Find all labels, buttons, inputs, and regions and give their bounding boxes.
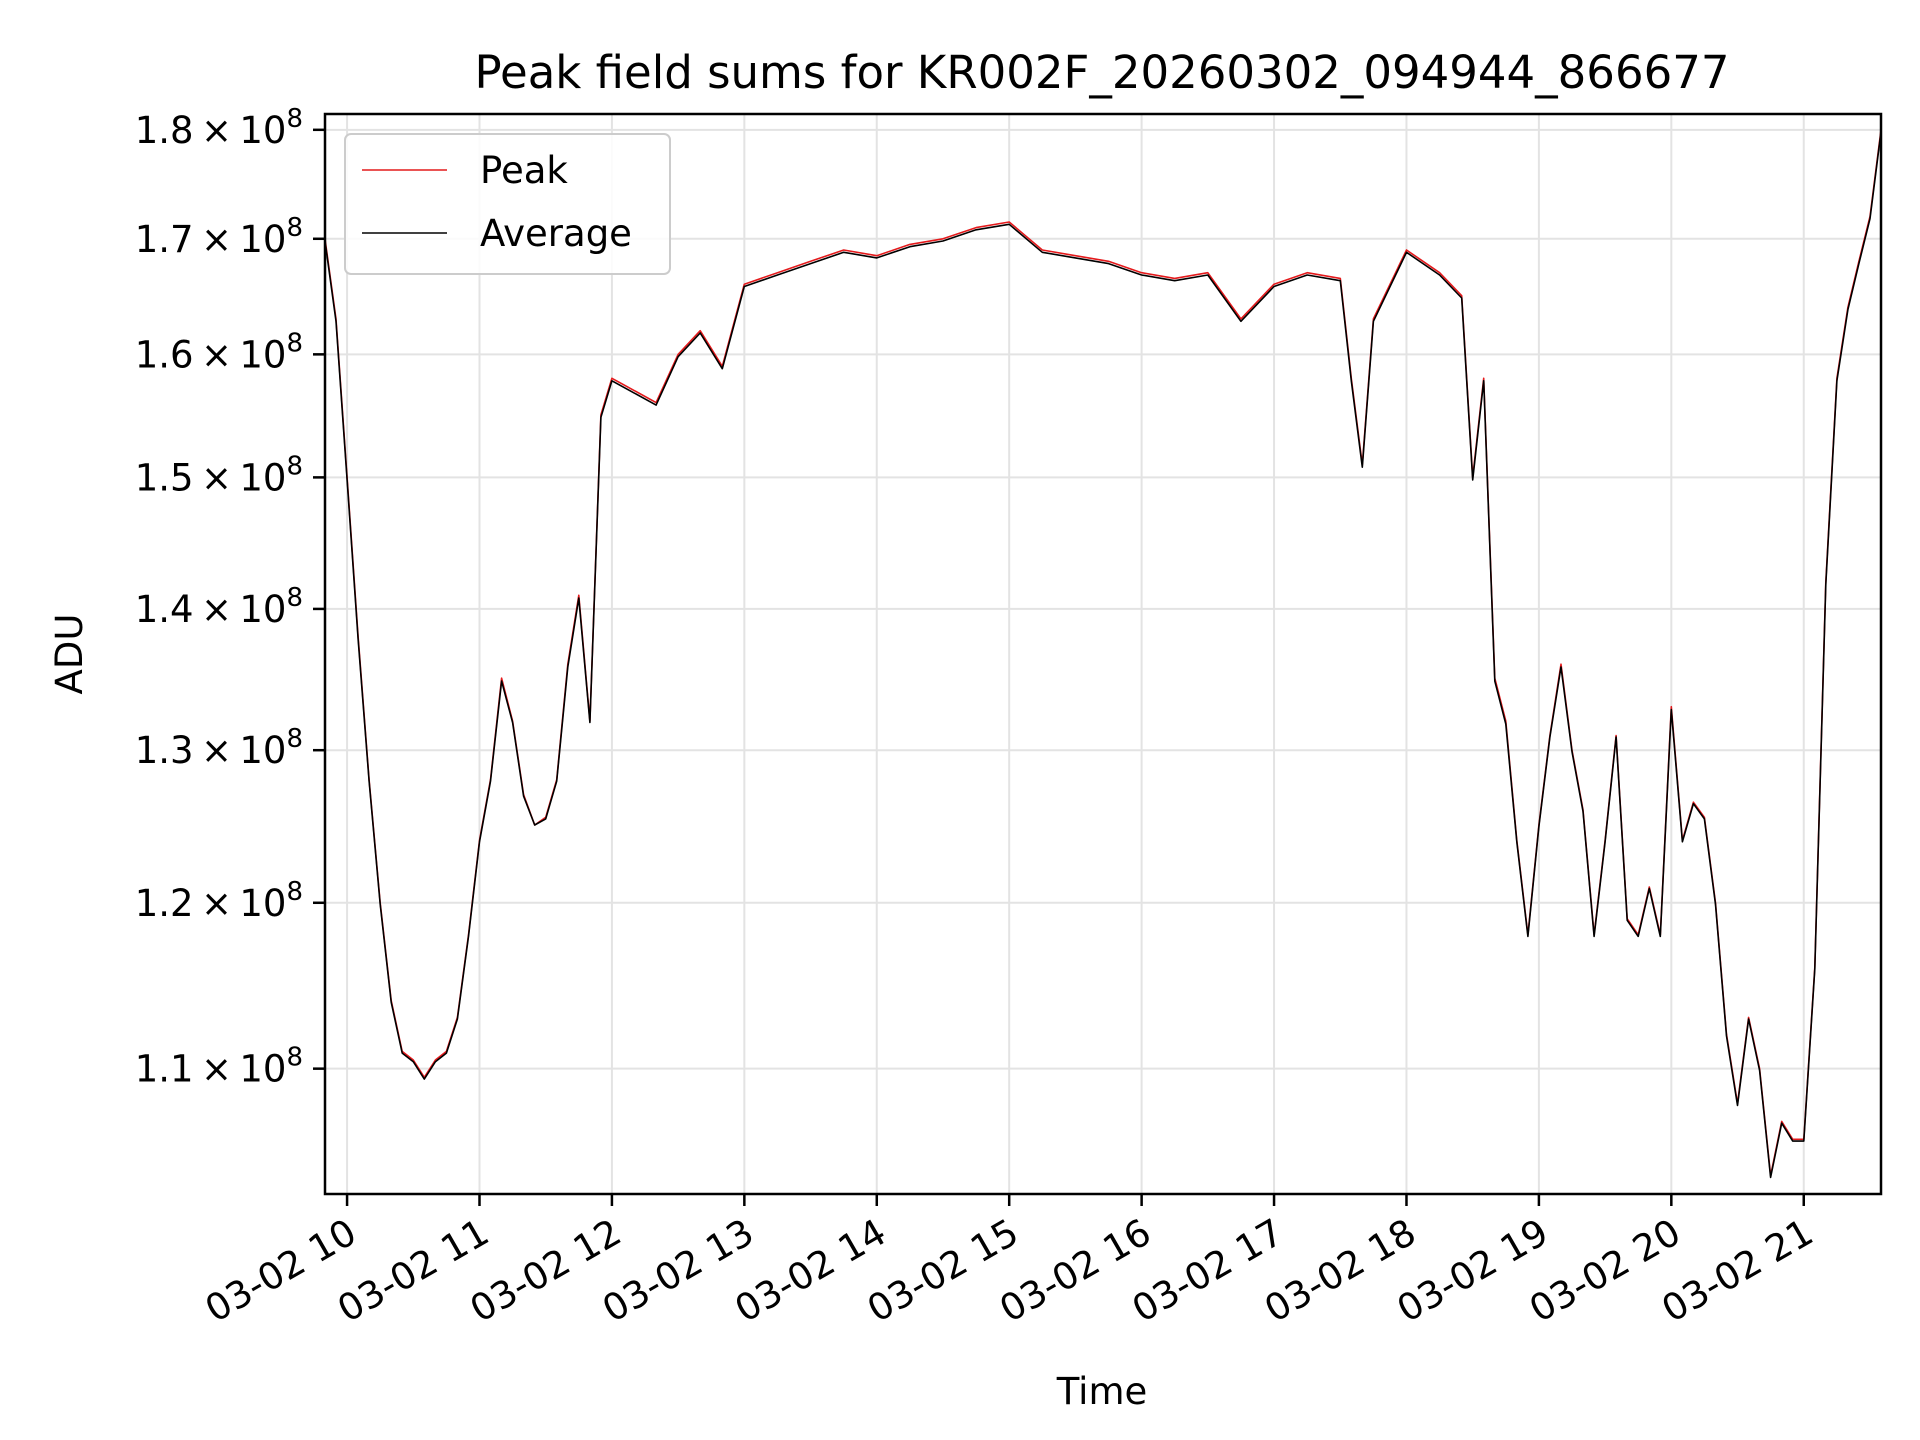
series-layer [324, 129, 1882, 1179]
y-tick-mantissa: 1.8 [135, 109, 194, 152]
y-tick-exponent: 8 [286, 328, 303, 358]
legend-label-peak: Peak [480, 149, 568, 192]
y-tick-label: 1.2 × 108 [135, 877, 303, 925]
plot-frame [323, 112, 1883, 1196]
y-tick-exponent: 8 [286, 877, 303, 907]
series-line-average [324, 131, 1882, 1179]
y-tick-label: 1.7 × 108 [135, 213, 303, 261]
legend-box [344, 133, 671, 275]
grid-lines [325, 114, 1881, 1194]
y-axis-label: ADU [48, 614, 91, 695]
y-tick-mantissa: 1.1 [135, 1048, 194, 1091]
y-axis: 1.1 × 108 1.2 × 108 1.3 × 108 1.4 × 108 1.5 … [135, 104, 325, 1091]
y-tick-mantissa: 1.3 [135, 729, 194, 772]
y-tick-exponent: 8 [286, 451, 303, 481]
x-axis-label: Time [1056, 1370, 1148, 1413]
legend: Peak Average [344, 133, 671, 275]
y-tick-exponent: 8 [286, 1043, 303, 1073]
y-tick-mantissa: 1.6 [135, 333, 194, 376]
y-tick-label: 1.6 × 108 [135, 328, 303, 376]
chart-title: Peak field sums for KR002F_20260302_0949… [475, 46, 1730, 99]
y-tick-mantissa: 1.5 [135, 456, 194, 499]
y-tick-exponent: 8 [286, 104, 303, 134]
y-tick-mantissa: 1.7 [135, 218, 194, 261]
y-tick-label: 1.5 × 108 [135, 451, 303, 499]
y-tick-label: 1.1 × 108 [135, 1043, 303, 1091]
y-tick-exponent: 8 [286, 724, 303, 754]
y-tick-mantissa: 1.2 [135, 882, 194, 925]
legend-label-average: Average [480, 212, 632, 255]
y-tick-exponent: 8 [286, 213, 303, 243]
y-tick-exponent: 8 [286, 583, 303, 613]
y-tick-label: 1.8 × 108 [135, 104, 303, 152]
y-tick-label: 1.3 × 108 [135, 724, 303, 772]
y-tick-mantissa: 1.4 [135, 588, 194, 631]
y-tick-label: 1.4 × 108 [135, 583, 303, 631]
